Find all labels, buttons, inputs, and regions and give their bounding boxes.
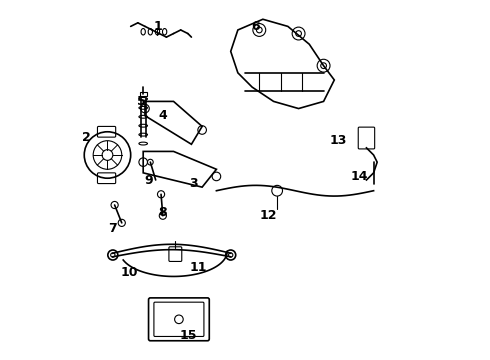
Text: 7: 7 — [108, 222, 117, 235]
Text: 10: 10 — [120, 266, 138, 279]
Text: 12: 12 — [260, 209, 277, 222]
Text: 1: 1 — [153, 20, 162, 33]
Text: 14: 14 — [350, 170, 368, 183]
Text: 15: 15 — [179, 329, 196, 342]
Text: 6: 6 — [251, 20, 260, 33]
Text: 8: 8 — [159, 206, 167, 219]
Text: 13: 13 — [329, 134, 346, 147]
Bar — [140, 93, 147, 96]
Text: 5: 5 — [137, 95, 146, 108]
Text: 3: 3 — [189, 177, 197, 190]
Text: 2: 2 — [82, 131, 91, 144]
Text: 11: 11 — [190, 261, 207, 274]
Text: 4: 4 — [158, 109, 167, 122]
Text: 9: 9 — [144, 174, 153, 186]
